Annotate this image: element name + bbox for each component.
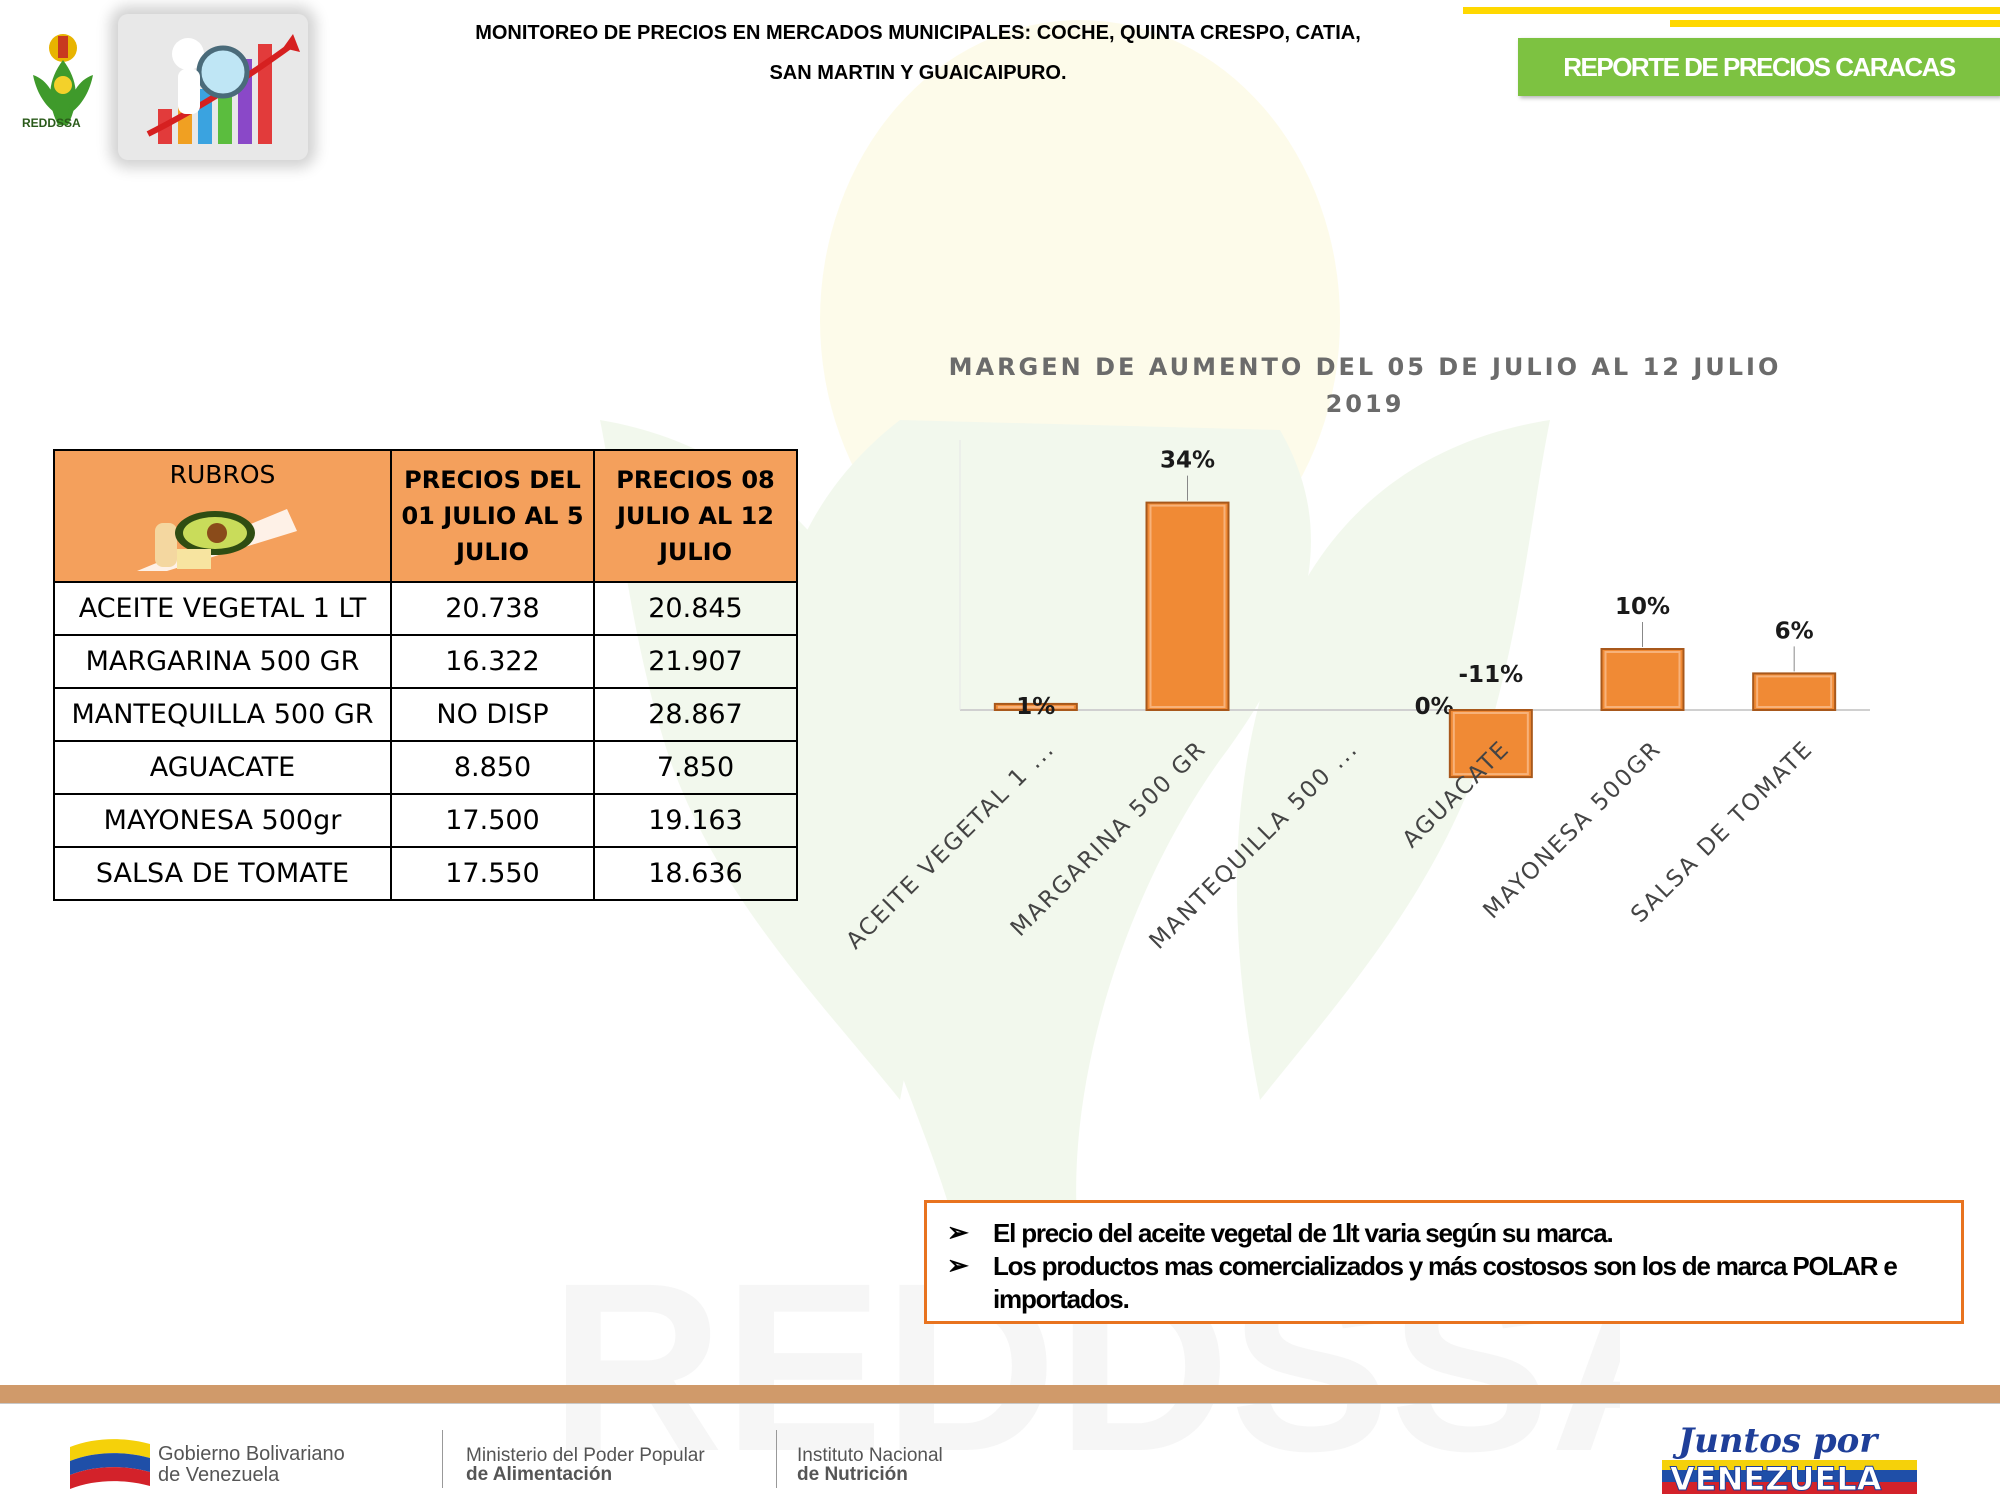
footer-institute-line2: de Nutrición (797, 1464, 908, 1485)
reddssa-logo-icon (33, 34, 93, 125)
footer-ministry-line2: de Alimentación (466, 1464, 613, 1485)
chart-data-label: 34% (1160, 448, 1215, 474)
column-header-prices-week1: PRECIOS DEL 01 JULIO AL 5 JULIO (390, 449, 595, 583)
chart-bar (1145, 501, 1230, 711)
header-accent-line-2 (1670, 20, 2000, 27)
price-week2: 28.867 (593, 687, 798, 742)
chart-bar-highlight (997, 705, 1074, 709)
price-week2: 19.163 (593, 793, 798, 848)
juntos-por-venezuela-logo: Juntos por VENEZUELA (1662, 1421, 1917, 1498)
chart-title-line2: 2019 (1326, 390, 1405, 418)
svg-text:VENEZUELA: VENEZUELA (1670, 1460, 1882, 1498)
header-accent-line (1463, 7, 2000, 14)
footer-gob-line2: de Venezuela (158, 1464, 280, 1486)
column-header-prices-week2: PRECIOS 08 JULIO AL 12 JULIO (593, 449, 798, 583)
svg-text:Juntos por: Juntos por (1672, 1421, 1879, 1461)
table-header-row: RUBROS PRECIOS DEL 01 JULIO AL 5 JULIO P… (53, 449, 798, 583)
price-table: RUBROS PRECIOS DEL 01 JULIO AL 5 JULIO P… (53, 449, 798, 901)
chart-bar-highlight (1604, 651, 1681, 708)
table-row: MANTEQUILLA 500 GR NO DISP 28.867 (53, 687, 798, 742)
footer-gob-line1: Gobierno Bolivariano (158, 1443, 345, 1465)
column-header-rubros: RUBROS (53, 449, 392, 583)
page-title-line-1: MONITOREO DE PRECIOS EN MERCADOS MUNICIP… (475, 22, 1361, 44)
food-products-icon (137, 509, 297, 571)
item-name: AGUACATE (53, 740, 392, 795)
analysis-graphic-icon (118, 14, 308, 160)
chart-bar (1600, 648, 1685, 711)
chart-data-label: 10% (1615, 594, 1670, 620)
rubros-label: RUBROS (169, 460, 276, 489)
footer-bar (0, 1385, 2000, 1403)
price-week1: 20.738 (390, 581, 595, 636)
arrow-bullet-icon: ➢ (947, 1250, 969, 1280)
chart-data-label: 0% (1415, 694, 1454, 720)
table-row: SALSA DE TOMATE 17.550 18.636 (53, 846, 798, 901)
item-name: ACEITE VEGETAL 1 LT (53, 581, 392, 636)
price-week1: NO DISP (390, 687, 595, 742)
footer-divider (0, 1403, 2000, 1404)
venezuela-flag-icon (70, 1439, 150, 1489)
chart-bar-highlight (1452, 712, 1529, 776)
arrow-bullet-icon: ➢ (947, 1217, 969, 1247)
chart-title-line1: MARGEN DE AUMENTO DEL 05 DE JULIO AL 12 … (949, 353, 1782, 381)
increase-margin-chart: MARGEN DE AUMENTO DEL 05 DE JULIO AL 12 … (841, 353, 1870, 955)
footer-separator (442, 1430, 443, 1488)
footer-institute-line1: Instituto Nacional (797, 1445, 943, 1466)
price-week1: 8.850 (390, 740, 595, 795)
footer-separator (776, 1430, 777, 1488)
price-week2: 20.845 (593, 581, 798, 636)
report-badge: REPORTE DE PRECIOS CARACAS (1518, 38, 2000, 96)
table-row: MARGARINA 500 GR 16.322 21.907 (53, 634, 798, 689)
table-row: MAYONESA 500gr 17.500 19.163 (53, 793, 798, 848)
note-text: Los productos mas comercializados y más … (993, 1251, 1898, 1314)
table-row: AGUACATE 8.850 7.850 (53, 740, 798, 795)
chart-bar (1448, 709, 1533, 779)
chart-bar (1752, 672, 1837, 711)
item-name: MAYONESA 500gr (53, 793, 392, 848)
price-week2: 7.850 (593, 740, 798, 795)
price-week1: 17.500 (390, 793, 595, 848)
item-name: SALSA DE TOMATE (53, 846, 392, 901)
price-week2: 21.907 (593, 634, 798, 689)
price-week1: 17.550 (390, 846, 595, 901)
item-name: MARGARINA 500 GR (53, 634, 392, 689)
chart-bar-highlight (1756, 675, 1833, 708)
price-week2: 18.636 (593, 846, 798, 901)
item-name: MANTEQUILLA 500 GR (53, 687, 392, 742)
chart-data-label: -11% (1459, 662, 1524, 688)
chart-data-label: 6% (1775, 618, 1814, 644)
chart-bar-highlight (1149, 504, 1226, 708)
price-week1: 16.322 (390, 634, 595, 689)
chart-data-label: 1% (1016, 694, 1055, 720)
notes-box: ➢ El precio del aceite vegetal de 1lt va… (924, 1200, 1964, 1324)
reddssa-logo-text: REDDSSA (22, 116, 81, 130)
footer-ministry-line1: Ministerio del Poder Popular (466, 1445, 705, 1466)
table-row: ACEITE VEGETAL 1 LT 20.738 20.845 (53, 581, 798, 636)
page-title-line-2: SAN MARTIN Y GUAICAIPURO. (769, 62, 1067, 84)
note-text: El precio del aceite vegetal de 1lt vari… (993, 1218, 1614, 1248)
